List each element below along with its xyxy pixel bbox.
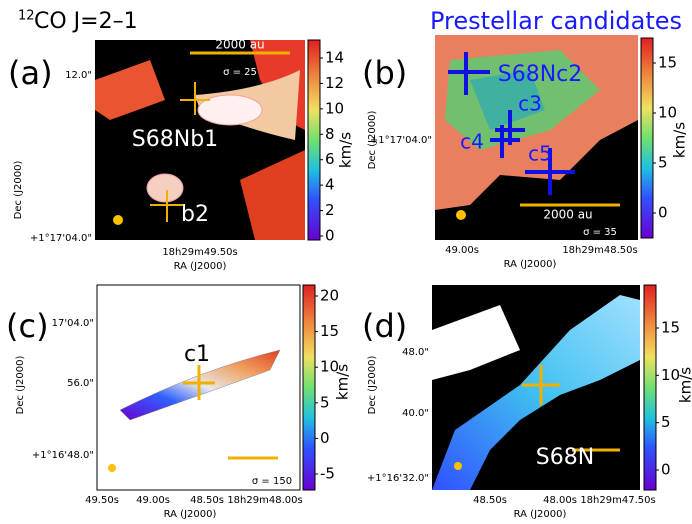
colorbar-tick-label: 15	[658, 54, 677, 72]
colorbar-tick-label: 10	[658, 104, 677, 122]
x-tick-label: 49.00s	[445, 245, 479, 256]
colorbar-tick-label: 15	[320, 322, 339, 340]
source-label: S68N	[536, 445, 594, 470]
source-label: S68Nc2	[498, 62, 583, 87]
header-right: Prestellar candidates	[430, 7, 682, 35]
colorbar-tick-label: 15	[661, 319, 680, 337]
colorbar-tick-label: 0	[661, 461, 671, 479]
y-tick-label: 40.0"	[402, 408, 429, 419]
noise-label: σ = 25	[223, 67, 257, 78]
x-tick-label: 18h29m48.50s	[562, 245, 637, 256]
colorbar-tick-label: 6	[325, 150, 335, 168]
colorbar-tick-label: 12	[325, 74, 344, 92]
colorbar-label: km/s	[677, 367, 692, 403]
y-tick-label: +1°16'32.0"	[367, 473, 429, 484]
x-axis-label: RA (J2000)	[174, 261, 227, 272]
colorbar-label: km/s	[671, 122, 689, 158]
scale-bar-label: 2000 au	[215, 38, 264, 52]
colorbar	[303, 285, 315, 490]
y-tick-label: 48.0"	[402, 347, 429, 358]
x-tick-label: 18h29m47.50s	[580, 495, 655, 506]
x-tick-label: 49.00s	[136, 495, 170, 506]
source-label: c5	[528, 142, 552, 166]
y-tick-label: +1°17'04.0"	[30, 233, 92, 244]
colorbar-tick-label: 2	[325, 201, 335, 219]
y-tick-label: +1°16'48.0"	[32, 450, 94, 461]
x-tick-label: 18h29m48.00s	[227, 495, 302, 506]
colorbar-tick-label: 5	[658, 154, 668, 172]
y-axis-label: Dec (J2000)	[15, 356, 26, 415]
colorbar-label: km/s	[337, 132, 355, 168]
source-label: c1	[184, 342, 210, 367]
y-tick-label: 17'04.0"	[52, 318, 94, 329]
source-label: c3	[518, 92, 542, 116]
colorbar-tick-label: 5	[320, 393, 330, 411]
colorbar-tick-label: 0	[658, 204, 668, 222]
header-left: CO J=2–1	[34, 9, 138, 34]
colorbar-tick-label: 14	[325, 49, 344, 67]
noise-label: σ = 150	[252, 476, 292, 487]
source-label: b2	[181, 202, 209, 227]
colorbar-tick-label: 20	[320, 287, 339, 305]
colorbar-tick-label: 0	[320, 429, 330, 447]
y-tick-label: 12.0"	[65, 70, 92, 81]
y-axis-label: Dec (J2000)	[13, 161, 24, 220]
x-tick-label: 18h29m49.50s	[162, 247, 237, 258]
y-tick-label: 56.0"	[67, 378, 94, 389]
colorbar-tick-label: 5	[661, 413, 671, 431]
y-axis-label: Dec (J2000)	[367, 111, 378, 170]
panel-label: (a)	[8, 54, 53, 92]
panel-label: (b)	[362, 54, 407, 92]
x-tick-label: 48.50s	[190, 495, 224, 506]
panel-label: (d)	[362, 307, 407, 345]
x-axis-label: RA (J2000)	[514, 509, 567, 520]
colorbar	[641, 38, 653, 238]
x-tick-label: 48.50s	[473, 495, 507, 506]
y-axis-label: Dec (J2000)	[367, 356, 378, 415]
colorbar-tick-label: 10	[325, 99, 344, 117]
colorbar-label: km/s	[334, 364, 352, 400]
noise-label: σ = 35	[583, 227, 617, 238]
colorbar-tick-label: -5	[320, 465, 335, 483]
scale-bar-label: 2000 au	[543, 208, 592, 222]
panel-label: (c)	[6, 307, 49, 345]
colorbar-tick-label: 8	[325, 125, 335, 143]
colorbar	[644, 285, 656, 490]
y-tick-label: +1°17'04.0"	[370, 135, 432, 146]
x-tick-label: 48.00s	[543, 495, 577, 506]
x-axis-label: RA (J2000)	[164, 509, 217, 520]
colorbar	[308, 40, 320, 240]
x-axis-label: RA (J2000)	[504, 259, 557, 270]
colorbar-tick-label: 0	[325, 227, 335, 245]
x-tick-label: 49.50s	[85, 495, 119, 506]
source-label: c4	[460, 130, 484, 154]
header-sup: 12	[18, 9, 35, 24]
noise-label: σ = 100	[585, 476, 625, 487]
colorbar-tick-label: 4	[325, 176, 335, 194]
scale-bar-label: 2000 au	[228, 459, 277, 473]
source-label: S68Nb1	[132, 127, 218, 152]
